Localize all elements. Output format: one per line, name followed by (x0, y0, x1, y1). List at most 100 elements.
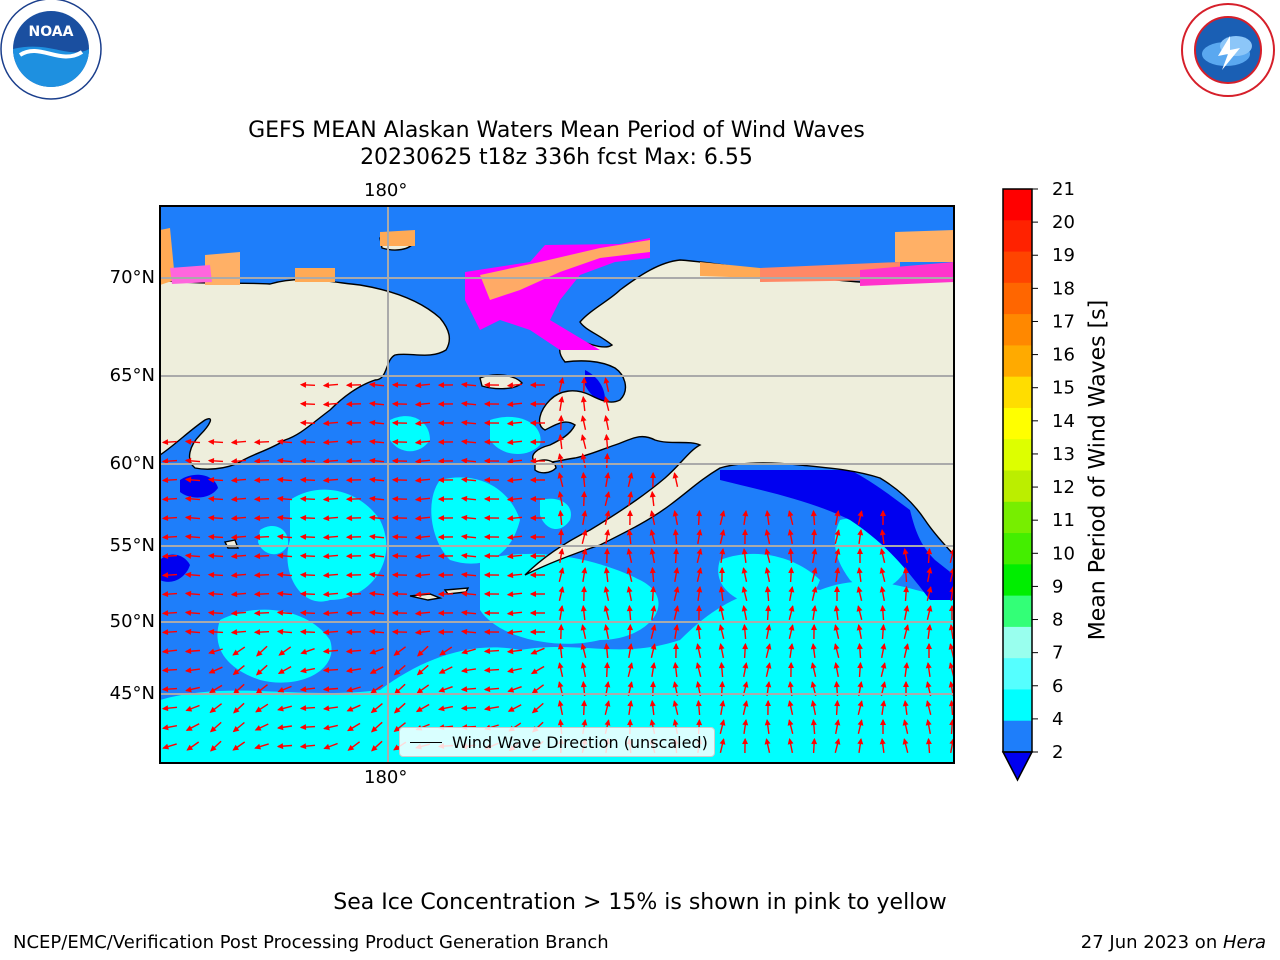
wind-arrow-head (276, 590, 284, 597)
wind-arrow-head (903, 604, 910, 612)
wind-arrow-head (764, 566, 771, 574)
wind-arrow-head (233, 707, 240, 714)
wind-arrow-head (161, 610, 169, 617)
wind-arrow-head (834, 718, 841, 726)
wind-arrow-head (856, 605, 863, 612)
wind-arrow-head (483, 629, 490, 635)
wind-arrow-head (833, 643, 840, 650)
wind-arrow-head (903, 643, 910, 650)
wind-arrow-head (460, 438, 468, 445)
wind-arrow-head (184, 571, 192, 578)
wind-arrow-head (460, 495, 468, 502)
wind-arrow-head (530, 668, 538, 675)
wind-arrow-head (184, 667, 192, 674)
colorbar-segment (1003, 376, 1032, 409)
wind-arrow-head (742, 528, 748, 535)
wind-arrow-head (368, 533, 376, 540)
wind-arrow-head (345, 648, 353, 655)
wind-arrow-head (460, 533, 468, 540)
wind-arrow-head (879, 567, 886, 574)
wind-arrow-head (856, 642, 863, 650)
wind-arrow-head (529, 533, 536, 541)
wind-arrow-head (834, 566, 841, 574)
wind-arrow-head (925, 642, 933, 649)
wind-arrow-head (299, 705, 307, 712)
wind-arrow-head (696, 585, 703, 593)
wind-arrow-head (345, 382, 353, 389)
wind-arrow-head (719, 566, 725, 573)
wind-arrow-head (393, 669, 401, 676)
wind-arrow-head (696, 604, 702, 611)
wind-arrow-head (506, 534, 514, 541)
wind-arrow-head (580, 624, 587, 631)
wind-arrow-head (879, 528, 886, 536)
wind-arrow-head (393, 649, 401, 656)
wind-arrow-head (369, 648, 377, 655)
noaa-logo: NOAA (0, 0, 102, 100)
wind-arrow-head (695, 643, 702, 650)
wind-arrow-head (230, 439, 238, 446)
wind-arrow-head (322, 382, 330, 389)
wind-arrow-head (948, 680, 954, 688)
wind-arrow-head (161, 572, 169, 579)
wind-arrow-head (811, 528, 818, 536)
wind-arrow-head (604, 719, 611, 726)
wind-arrow-head (185, 686, 192, 693)
wind-arrow-head (902, 566, 909, 574)
wind-arrow-head (184, 514, 192, 521)
wind-arrow-head (322, 458, 330, 465)
wind-arrow-head (581, 376, 587, 384)
wind-arrow-head (925, 718, 932, 726)
wind-arrow-head (299, 609, 307, 616)
wind-arrow-head (437, 382, 444, 388)
wind-arrow-head (460, 400, 468, 407)
wind-arrow-head (161, 667, 169, 674)
wind-arrow-head (718, 585, 725, 593)
wind-arrow-head (507, 706, 515, 712)
wind-arrow-head (581, 699, 588, 707)
wind-arrow-head (557, 433, 564, 441)
wind-arrow-head (529, 419, 536, 427)
wind-arrow-head (581, 548, 588, 555)
wind-arrow-head (581, 566, 588, 574)
wind-arrow-head (742, 700, 749, 707)
wind-arrow-head (276, 457, 284, 464)
colorbar-tick-label: 2 (1052, 742, 1063, 763)
wind-arrow-head (460, 667, 468, 674)
wind-arrow-head (438, 668, 446, 674)
wind-arrow-head (649, 719, 656, 726)
wind-arrow-head (695, 623, 702, 631)
wind-arrow-head (185, 705, 193, 712)
wind-arrow-head (857, 528, 864, 536)
wind-arrow-head (207, 495, 215, 502)
wind-arrow-head (558, 567, 565, 574)
wind-arrow-head (558, 547, 565, 555)
wind-arrow-head (719, 719, 726, 726)
wind-arrow-head (391, 534, 399, 540)
wind-arrow-head (483, 496, 490, 502)
wind-arrow-head (926, 623, 933, 631)
wind-arrow-head (276, 724, 284, 731)
wind-arrow-head (695, 699, 702, 707)
colorbar-extend-triangle (1001, 751, 1034, 782)
wind-arrow-head (299, 419, 307, 426)
wind-arrow-head (345, 401, 353, 408)
colorbar-tick-label: 21 (1052, 179, 1075, 200)
wind-arrow-head (460, 457, 468, 464)
wind-arrow-head (209, 726, 217, 733)
wind-arrow-head (902, 547, 909, 555)
wind-arrow-head (507, 667, 514, 674)
legend-label: Wind Wave Direction (unscaled) (452, 732, 708, 752)
wind-arrow-head (879, 548, 886, 555)
wind-arrow-head (787, 719, 794, 726)
wind-arrow-head (531, 687, 539, 694)
wind-arrow-head (254, 725, 262, 731)
wind-arrow-head (718, 605, 725, 612)
wind-arrow-head (810, 642, 817, 650)
wind-arrow-head (162, 743, 170, 750)
wind-arrow-head (696, 718, 703, 726)
wind-arrow-head (627, 642, 634, 650)
wind-arrow-head (603, 642, 610, 650)
wind-arrow-head (649, 699, 656, 707)
wind-arrow-head (414, 382, 422, 389)
